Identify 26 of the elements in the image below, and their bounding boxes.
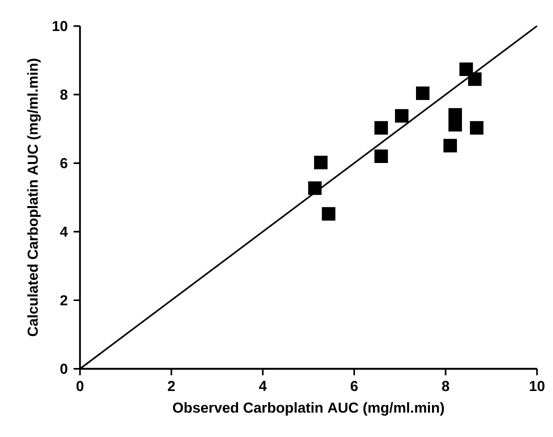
- x-axis-title: Observed Carboplatin AUC (mg/ml.min): [172, 402, 444, 416]
- x-tick-label: 4: [259, 380, 267, 391]
- point: [374, 121, 388, 135]
- point: [470, 121, 484, 135]
- x-tick-label: 2: [168, 380, 175, 392]
- point: [448, 118, 462, 132]
- point: [314, 156, 328, 170]
- x-tick-label: 6: [350, 380, 358, 392]
- point: [374, 150, 388, 164]
- y-tick-label: 0: [60, 364, 68, 374]
- point: [468, 72, 482, 86]
- y-axis-title: Calculated Carboplatin AUC (mg/ml.min): [27, 58, 41, 336]
- point: [308, 181, 322, 195]
- point: [459, 62, 473, 76]
- point: [322, 207, 336, 221]
- y-tick-label: 8: [60, 90, 68, 100]
- y-tick-label: 2: [60, 295, 68, 306]
- x-tick-label: 0: [76, 380, 84, 392]
- x-tick-label: 10: [530, 380, 544, 392]
- point: [416, 86, 430, 100]
- y-tick-label: 4: [60, 226, 68, 237]
- y-tick-label: 10: [52, 20, 68, 32]
- point: [443, 138, 457, 152]
- point: [394, 109, 408, 123]
- x-tick-label: 8: [442, 380, 450, 392]
- y-tick-label: 6: [60, 158, 68, 168]
